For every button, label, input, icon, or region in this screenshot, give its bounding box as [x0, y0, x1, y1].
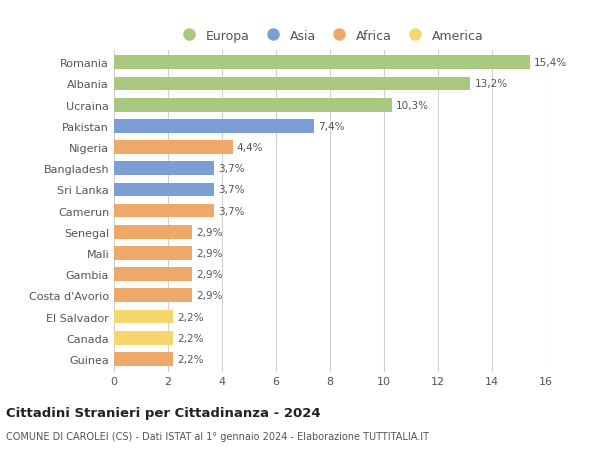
Text: 2,2%: 2,2%: [178, 333, 204, 343]
Bar: [114, 120, 314, 134]
Text: 10,3%: 10,3%: [396, 101, 429, 111]
Bar: [114, 141, 233, 155]
Text: 4,4%: 4,4%: [237, 143, 263, 153]
Bar: [114, 183, 214, 197]
Text: 13,2%: 13,2%: [475, 79, 508, 90]
Text: COMUNE DI CAROLEI (CS) - Dati ISTAT al 1° gennaio 2024 - Elaborazione TUTTITALIA: COMUNE DI CAROLEI (CS) - Dati ISTAT al 1…: [6, 431, 429, 442]
Text: 3,7%: 3,7%: [218, 164, 244, 174]
Bar: [114, 225, 193, 239]
Text: 2,2%: 2,2%: [178, 354, 204, 364]
Text: Cittadini Stranieri per Cittadinanza - 2024: Cittadini Stranieri per Cittadinanza - 2…: [6, 406, 320, 419]
Text: 3,7%: 3,7%: [218, 185, 244, 195]
Text: 2,2%: 2,2%: [178, 312, 204, 322]
Bar: [114, 78, 470, 91]
Bar: [114, 352, 173, 366]
Bar: [114, 204, 214, 218]
Text: 3,7%: 3,7%: [218, 206, 244, 216]
Legend: Europa, Asia, Africa, America: Europa, Asia, Africa, America: [171, 25, 489, 48]
Bar: [114, 289, 193, 302]
Bar: [114, 99, 392, 112]
Text: 2,9%: 2,9%: [196, 269, 223, 280]
Bar: [114, 310, 173, 324]
Bar: [114, 246, 193, 260]
Text: 2,9%: 2,9%: [196, 248, 223, 258]
Text: 7,4%: 7,4%: [318, 122, 344, 132]
Bar: [114, 268, 193, 281]
Bar: [114, 162, 214, 176]
Text: 15,4%: 15,4%: [534, 58, 567, 68]
Bar: [114, 56, 530, 70]
Bar: [114, 331, 173, 345]
Text: 2,9%: 2,9%: [196, 291, 223, 301]
Text: 2,9%: 2,9%: [196, 227, 223, 237]
